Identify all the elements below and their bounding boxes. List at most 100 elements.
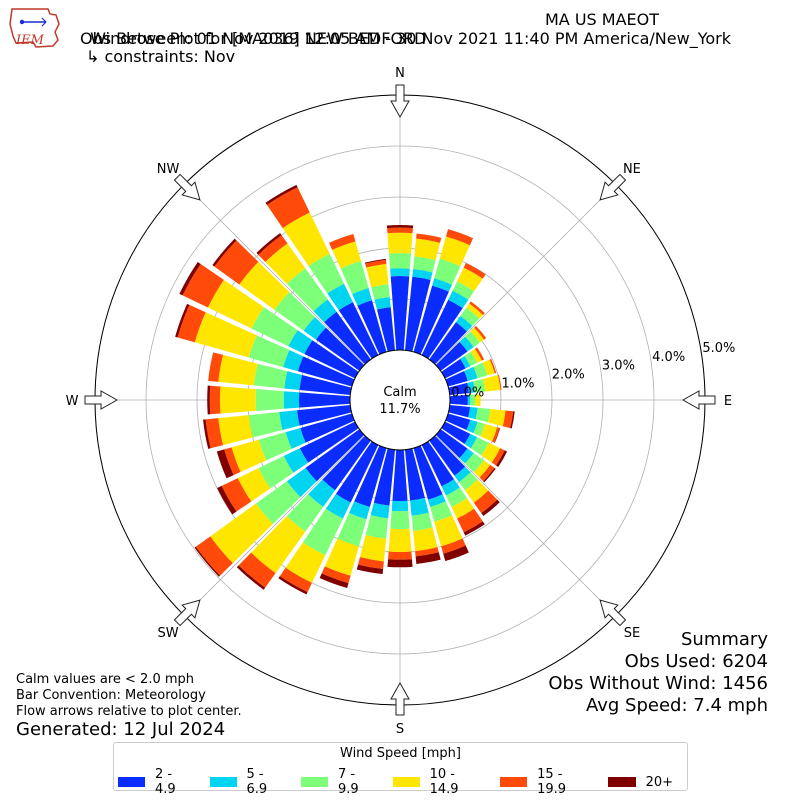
windrose-bar-segment xyxy=(208,352,224,382)
legend-label: 10 - 14.9 xyxy=(429,767,459,797)
windrose-bar-segment xyxy=(411,512,433,531)
compass-arrows xyxy=(84,84,716,716)
flow-arrow-shape xyxy=(599,599,627,627)
windrose-bar-segment xyxy=(359,534,387,562)
legend-item: 15 - 19.9 xyxy=(500,767,594,797)
flow-arrow-shape xyxy=(599,173,627,201)
windrose-bar-segment xyxy=(338,302,379,359)
windrose-bar-segment xyxy=(460,356,471,369)
windrose-bar-segment xyxy=(434,515,463,547)
grid-spoke xyxy=(184,184,365,365)
windrose-bar-segment xyxy=(494,428,501,443)
windrose-bar-segment xyxy=(278,576,308,595)
calm-value: 11.7% xyxy=(379,402,420,417)
windrose-bar-segment xyxy=(373,448,396,506)
calm-circle: Calm 11.7% xyxy=(349,349,451,451)
windrose-bar-segment xyxy=(455,315,473,332)
windrose-bar-segment xyxy=(286,467,317,498)
windrose-bar-segment xyxy=(365,515,389,539)
windrose-bar-segment xyxy=(203,419,211,449)
windrose-bar-segment xyxy=(469,301,485,315)
summary-avg-speed: Avg Speed: 7.4 mph xyxy=(586,695,768,716)
axis-labels: 0.0% 1.0% 2.0% 3.0% 4.0% 5.0% N NE E SE S SW W NW xyxy=(66,66,736,737)
chart-title-line1: Windrose Plot for [MA036] NEW BEDFORD xyxy=(80,10,426,48)
windrose-bar-segment xyxy=(463,263,486,279)
windrose-bar-segment xyxy=(279,410,300,430)
windrose-bar-segment xyxy=(410,497,429,516)
iem-logo: IEM xyxy=(9,8,60,48)
windrose-bar-segment xyxy=(470,348,482,363)
windrose-bar-segment xyxy=(441,358,466,379)
windrose-bar-segment xyxy=(390,276,410,351)
windrose-bars xyxy=(175,184,515,595)
windrose-bar-segment xyxy=(255,389,285,411)
windrose-bar-segment xyxy=(388,253,412,269)
windrose-bar-segment xyxy=(216,449,234,479)
note-convention: Bar Convention: Meteorology xyxy=(16,688,206,703)
legend-swatch xyxy=(392,777,420,787)
windrose-bar-segment xyxy=(390,268,410,277)
windrose-bar-segment xyxy=(284,371,303,390)
windrose-bar-segment xyxy=(464,331,480,348)
radial-tick-label: 3.0% xyxy=(602,359,635,374)
windrose-bar-segment xyxy=(473,378,486,393)
windrose-bar-segment xyxy=(194,546,221,577)
windrose-bar-segment xyxy=(324,311,371,365)
windrose-bar-segment xyxy=(327,283,353,311)
windrose-bar-segment xyxy=(510,411,515,429)
windrose-bar-segment xyxy=(479,464,495,482)
windrose-bar-segment xyxy=(387,232,413,254)
windrose-bar-segment xyxy=(248,412,283,438)
windrose-bar-segment xyxy=(466,419,478,434)
compass-label: SE xyxy=(624,626,640,641)
windrose-bar-segment xyxy=(441,479,460,496)
flow-arrow-icon xyxy=(390,681,410,716)
windrose-bar-segment xyxy=(468,406,478,420)
windrose-bar-segment xyxy=(214,240,259,285)
windrose-bar-segment xyxy=(473,362,488,379)
windrose-bar-segment xyxy=(239,261,290,310)
windrose-bar-segment xyxy=(491,448,505,466)
flow-arrow-icon xyxy=(173,173,201,201)
windrose-bar-segment xyxy=(356,564,384,575)
windrose-bar-segment xyxy=(354,445,387,508)
summary-obs-used: Obs Used: 6204 xyxy=(624,651,768,672)
windrose-bar-segment xyxy=(454,466,471,483)
windrose-bar-segment xyxy=(432,278,453,292)
windrose-bar-segment xyxy=(231,439,267,472)
legend-title: Wind Speed [mph] xyxy=(340,746,461,761)
windrose-bar-segment xyxy=(448,290,469,309)
windrose-bar-segment xyxy=(497,374,502,390)
windrose-bar-segment xyxy=(248,335,290,368)
windrose-bar-segment xyxy=(340,261,369,294)
flow-arrow-icon xyxy=(599,173,627,201)
windrose-bar-segment xyxy=(286,268,328,312)
windrose-bar-segment xyxy=(466,303,484,319)
windrose-bar-segment xyxy=(210,503,273,564)
windrose-bar-segment xyxy=(415,547,439,557)
windrose-bar-segment xyxy=(258,432,292,461)
windrose-bar-segment xyxy=(283,391,300,409)
legend-item: 5 - 6.9 xyxy=(209,767,288,797)
windrose-bar-segment xyxy=(392,449,408,502)
compass-label: N xyxy=(395,66,405,81)
radial-tick-label: 1.0% xyxy=(501,376,534,391)
windrose-bar-segment xyxy=(371,284,390,300)
windrose-bar-segment xyxy=(413,527,438,552)
windrose-bar-segment xyxy=(302,508,343,556)
windrose-bar-segment xyxy=(388,528,412,552)
flow-arrow-icon xyxy=(84,390,119,410)
windrose-bar-segment xyxy=(221,478,252,512)
windrose-bar-segment xyxy=(300,413,355,443)
legend-label: 5 - 6.9 xyxy=(246,767,268,797)
chart-notes: Calm values are < 2.0 mph Bar Convention… xyxy=(16,672,242,720)
windrose-bar-segment xyxy=(251,516,306,574)
windrose-bar-segment xyxy=(224,447,241,476)
windrose-bar-segment xyxy=(459,336,474,352)
windrose-bar-segment xyxy=(325,493,351,519)
windrose-bar-segment xyxy=(441,421,471,444)
windrose-bar-segment xyxy=(387,559,413,568)
windrose-bar-segment xyxy=(464,479,489,503)
windrose-bar-segment xyxy=(388,551,412,560)
